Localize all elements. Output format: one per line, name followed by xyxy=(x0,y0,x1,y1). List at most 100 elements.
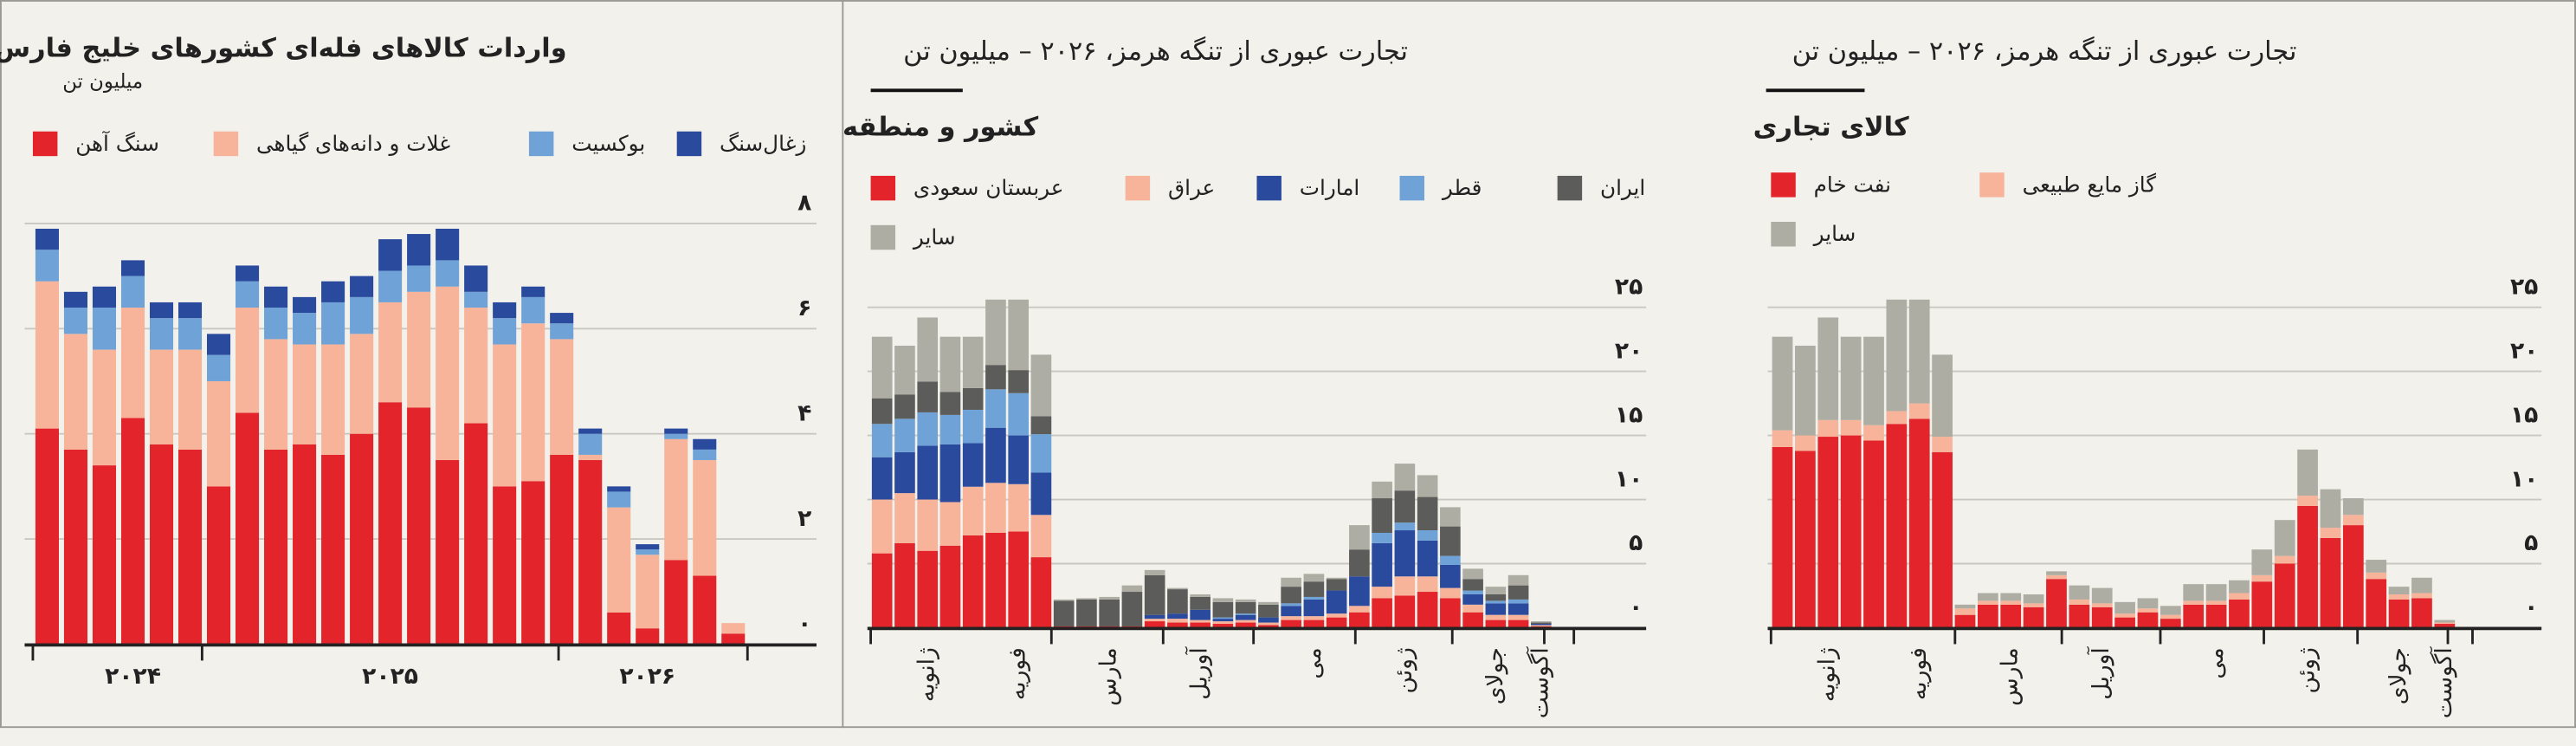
bar-segment xyxy=(1008,299,1029,371)
bar-segment xyxy=(1258,622,1279,626)
legend-swatch xyxy=(1256,175,1282,201)
bar-segment xyxy=(636,549,660,555)
bar-segment xyxy=(1485,594,1507,601)
bar-segment xyxy=(521,481,546,645)
bar-segment xyxy=(1932,354,1953,438)
bar-segment xyxy=(236,412,260,645)
bar-segment xyxy=(236,265,260,282)
y-tick-label: ۵ xyxy=(2524,529,2538,556)
bar-segment xyxy=(2069,604,2090,628)
bar-segment xyxy=(664,428,688,434)
bar-segment xyxy=(962,443,984,487)
bar-segment xyxy=(1863,425,1884,441)
bar-segment xyxy=(721,623,746,634)
bar-segment xyxy=(2251,581,2273,628)
bar-segment xyxy=(35,428,59,645)
bar-segment xyxy=(63,449,88,645)
bar-segment xyxy=(1235,601,1256,614)
bar-segment xyxy=(2366,572,2387,580)
bar-segment xyxy=(1462,594,1483,605)
bar-segment xyxy=(2046,571,2067,575)
bar-segment xyxy=(1167,613,1188,620)
y-tick-label: ۰ xyxy=(1629,594,1643,620)
bar-segment xyxy=(1281,606,1301,617)
y-tick-label: ۴ xyxy=(797,399,811,426)
bar-segment xyxy=(1235,614,1256,620)
bar-segment xyxy=(1030,557,1052,628)
bar-segment xyxy=(436,286,460,461)
bar-segment xyxy=(1281,603,1301,607)
bar-segment xyxy=(1372,481,1392,499)
bar-segment xyxy=(894,346,915,395)
legend-label: سنگ آهن xyxy=(75,131,159,156)
bar-segment xyxy=(871,499,893,554)
legend-label: قطر xyxy=(1441,175,1482,200)
bar-segment xyxy=(1303,599,1325,617)
bar-segment xyxy=(985,532,1006,628)
bar-segment xyxy=(2251,574,2273,582)
bar-segment xyxy=(1508,614,1529,620)
bar-segment xyxy=(1932,451,1953,628)
bar-segment xyxy=(1144,574,1165,615)
legend-swatch xyxy=(213,131,239,157)
x-tick-label: ۲۰۲۵ xyxy=(362,663,418,690)
bar-segment xyxy=(917,550,939,628)
bar-segment xyxy=(264,339,288,450)
bar-segment xyxy=(464,308,488,424)
bar-segment xyxy=(1440,555,1461,565)
bar-segment xyxy=(1212,619,1234,622)
bar-segment xyxy=(1235,599,1256,602)
bar-segment xyxy=(206,354,231,381)
legend-swatch xyxy=(870,175,896,201)
bar-segment xyxy=(1212,624,1234,628)
bar-segment xyxy=(2205,604,2227,628)
bar-segment xyxy=(1462,604,1483,613)
bar-segment xyxy=(2274,555,2295,564)
bar-segment xyxy=(521,296,546,324)
bar-segment xyxy=(871,553,893,628)
x-tick-label: آوریل xyxy=(2087,646,2114,700)
y-tick-label: ۲۰ xyxy=(2510,337,2538,364)
bar-segment xyxy=(985,389,1006,428)
bar-segment xyxy=(2023,594,2044,604)
bar-segment xyxy=(693,575,717,645)
y-tick-label: ۲۵ xyxy=(1615,273,1643,300)
bar-segment xyxy=(321,454,345,645)
bar-segment xyxy=(2137,598,2159,609)
bar-segment xyxy=(120,308,145,418)
bar-segment xyxy=(1190,594,1211,597)
bar-segment xyxy=(2229,593,2250,600)
legend-swatch xyxy=(1771,222,1796,247)
bar-segment xyxy=(1303,596,1325,600)
bar-segment xyxy=(1235,620,1256,623)
bar-segment xyxy=(2388,599,2410,628)
bar-segment xyxy=(350,433,374,645)
legend-label: ایران xyxy=(1600,175,1645,200)
bar-segment xyxy=(1977,600,1998,605)
bar-segment xyxy=(1008,531,1029,628)
legend-swatch xyxy=(1399,175,1424,201)
bar-segment xyxy=(1372,532,1392,543)
bar-segment xyxy=(1840,435,1862,628)
bar-segment xyxy=(1099,596,1120,600)
bar-segment xyxy=(407,407,431,645)
bar-segment xyxy=(1008,370,1029,393)
bar-segment xyxy=(464,291,488,308)
x-tick-label: ژانویه xyxy=(1814,647,1841,702)
bar-segment xyxy=(2183,604,2205,628)
x-tick-label: فوریه xyxy=(1905,647,1932,700)
bar-segment xyxy=(321,344,345,455)
bar-segment xyxy=(1772,336,1793,431)
bar-segment xyxy=(1349,576,1370,607)
bar-segment xyxy=(321,281,345,302)
bar-segment xyxy=(1258,617,1279,623)
bar-segment xyxy=(350,296,374,334)
legend-swatch xyxy=(528,131,554,157)
bar-segment xyxy=(1508,574,1529,586)
bar-segment xyxy=(521,286,546,297)
bar-segment xyxy=(378,402,403,645)
bar-segment xyxy=(407,234,431,266)
bar-segment xyxy=(1485,620,1507,628)
bar-segment xyxy=(1349,606,1370,613)
bar-segment xyxy=(1258,601,1279,605)
